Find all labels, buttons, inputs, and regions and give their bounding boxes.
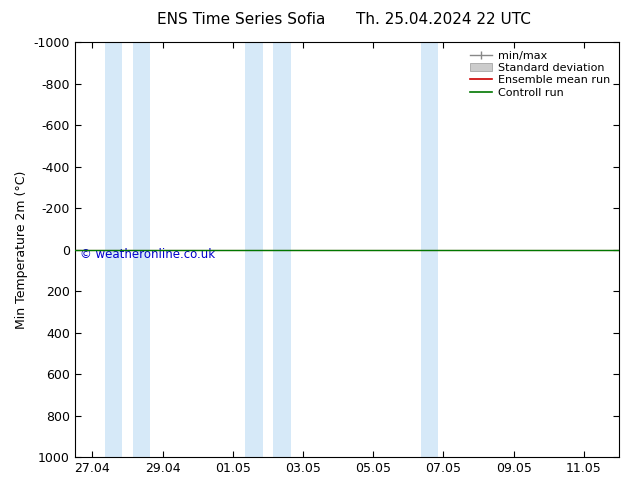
Y-axis label: Min Temperature 2m (°C): Min Temperature 2m (°C) [15, 171, 28, 329]
Text: ENS Time Series Sofia: ENS Time Series Sofia [157, 12, 325, 27]
Bar [245, 42, 262, 457]
Bar [133, 42, 150, 457]
Bar [420, 42, 438, 457]
Legend: min/max, Standard deviation, Ensemble mean run, Controll run: min/max, Standard deviation, Ensemble me… [467, 48, 614, 101]
Text: Th. 25.04.2024 22 UTC: Th. 25.04.2024 22 UTC [356, 12, 531, 27]
Bar [273, 42, 291, 457]
Bar [105, 42, 122, 457]
Text: © weatheronline.co.uk: © weatheronline.co.uk [81, 247, 216, 261]
